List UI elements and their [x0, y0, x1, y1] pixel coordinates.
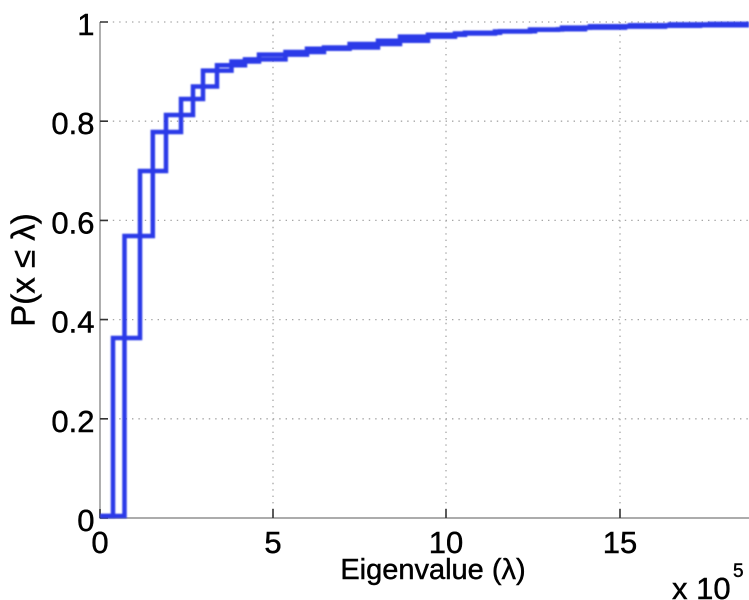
svg-text:10: 10	[429, 525, 463, 560]
svg-text:15: 15	[603, 525, 637, 560]
svg-text:0.8: 0.8	[51, 106, 94, 141]
svg-text:P(x ≤ λ): P(x ≤ λ)	[5, 213, 42, 326]
svg-text:0.6: 0.6	[51, 205, 94, 240]
svg-text:5: 5	[264, 525, 281, 560]
svg-text:0.4: 0.4	[51, 305, 94, 340]
svg-text:1: 1	[77, 7, 94, 42]
svg-text:x 10: x 10	[672, 571, 731, 600]
svg-text:5: 5	[733, 561, 744, 582]
svg-text:Eigenvalue (λ): Eigenvalue (λ)	[340, 554, 525, 586]
svg-text:0: 0	[91, 525, 108, 560]
svg-text:0: 0	[77, 503, 94, 538]
svg-text:0.2: 0.2	[51, 404, 94, 439]
